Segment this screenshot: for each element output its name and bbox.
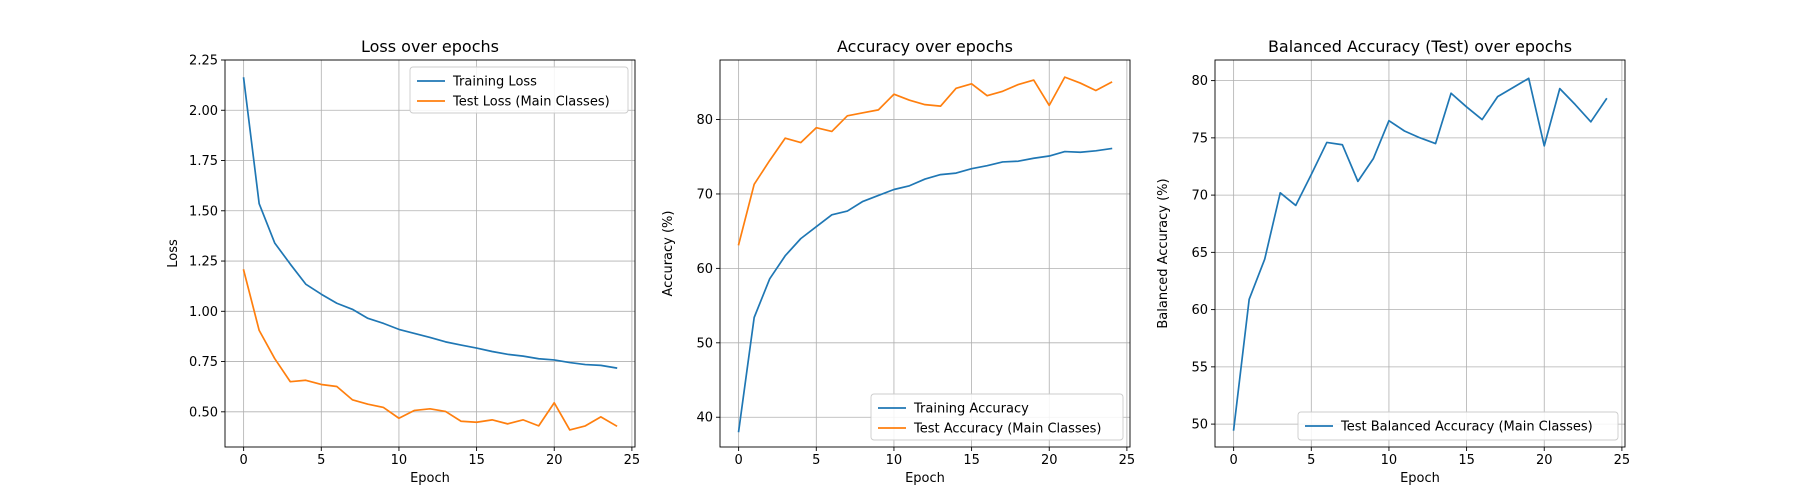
x-tick-label: 10 bbox=[1381, 453, 1398, 468]
chart-title: Loss over epochs bbox=[361, 37, 499, 56]
chart-title: Balanced Accuracy (Test) over epochs bbox=[1268, 37, 1572, 56]
x-tick-label: 20 bbox=[1041, 453, 1058, 468]
y-tick-label: 0.75 bbox=[189, 355, 218, 370]
y-tick-label: 65 bbox=[1191, 246, 1208, 261]
series-line-2 bbox=[242, 269, 618, 431]
y-tick-label: 60 bbox=[1191, 303, 1208, 318]
series-line-2 bbox=[737, 76, 1113, 246]
x-tick-label: 5 bbox=[1307, 453, 1315, 468]
chart-title: Accuracy over epochs bbox=[837, 37, 1013, 56]
x-tick-label: 10 bbox=[886, 453, 903, 468]
y-tick-label: 80 bbox=[696, 113, 713, 128]
y-tick-label: 0.50 bbox=[189, 405, 218, 420]
x-tick-label: 5 bbox=[317, 453, 325, 468]
y-axis-label: Balanced Accuracy (%) bbox=[1156, 178, 1171, 328]
legend-label-1: Test Balanced Accuracy (Main Classes) bbox=[1340, 420, 1593, 435]
chart-panel-1: 0 5 10 15 20 25 0.50 0.75 1.00 1.25 1.50 1.75 2.00 2.… bbox=[166, 37, 640, 486]
x-tick-label: 15 bbox=[963, 453, 980, 468]
y-tick-label: 40 bbox=[696, 411, 713, 426]
x-tick-label: 20 bbox=[1536, 453, 1553, 468]
x-tick-label: 0 bbox=[734, 453, 742, 468]
y-tick-label: 70 bbox=[696, 187, 713, 202]
legend: Training Accuracy Test Accuracy (Main Cla… bbox=[870, 393, 1124, 441]
axes-frame bbox=[1214, 59, 1626, 448]
y-tick-label: 1.25 bbox=[189, 255, 218, 270]
y-tick-label: 1.50 bbox=[189, 204, 218, 219]
legend-label-1: Training Accuracy bbox=[913, 402, 1029, 417]
legend: Training Loss Test Loss (Main Classes) bbox=[409, 66, 629, 114]
series-line-1 bbox=[737, 147, 1113, 433]
axes-frame bbox=[719, 59, 1131, 448]
legend: Test Balanced Accuracy (Main Classes) bbox=[1297, 411, 1619, 441]
y-tick-label: 55 bbox=[1191, 360, 1208, 375]
series-line-1 bbox=[242, 77, 618, 369]
y-tick-label: 1.00 bbox=[189, 305, 218, 320]
y-tick-label: 70 bbox=[1191, 189, 1208, 204]
legend-label-1: Training Loss bbox=[452, 75, 537, 90]
y-axis-label: Accuracy (%) bbox=[661, 211, 676, 297]
x-tick-label: 10 bbox=[391, 453, 408, 468]
y-tick-label: 50 bbox=[696, 336, 713, 351]
chart-panel-2: 0 5 10 15 20 25 40 50 60 70 80 Accuracy over epochs… bbox=[661, 37, 1135, 486]
y-tick-label: 50 bbox=[1191, 418, 1208, 433]
x-tick-label: 25 bbox=[1119, 453, 1136, 468]
axes-frame bbox=[224, 59, 636, 448]
series-line-1 bbox=[1232, 77, 1608, 431]
legend-box bbox=[1297, 411, 1619, 441]
legend-box bbox=[409, 66, 629, 114]
legend-label-2: Test Accuracy (Main Classes) bbox=[913, 422, 1102, 437]
x-axis-label: Epoch bbox=[410, 471, 450, 486]
x-tick-label: 20 bbox=[546, 453, 563, 468]
y-tick-label: 2.25 bbox=[189, 54, 218, 69]
x-axis-label: Epoch bbox=[905, 471, 945, 486]
x-tick-label: 15 bbox=[1458, 453, 1475, 468]
y-tick-label: 2.00 bbox=[189, 104, 218, 119]
y-axis-label: Loss bbox=[166, 239, 181, 268]
y-tick-label: 80 bbox=[1191, 74, 1208, 89]
legend-label-2: Test Loss (Main Classes) bbox=[452, 95, 610, 110]
x-tick-label: 5 bbox=[812, 453, 820, 468]
y-tick-label: 60 bbox=[696, 262, 713, 277]
y-tick-label: 75 bbox=[1191, 131, 1208, 146]
x-tick-label: 0 bbox=[1229, 453, 1237, 468]
x-tick-label: 15 bbox=[468, 453, 485, 468]
x-tick-label: 25 bbox=[624, 453, 641, 468]
chart-panel-3: 0 5 10 15 20 25 50 55 60 65 70 75 80 Balanced Accurac… bbox=[1156, 37, 1630, 486]
y-tick-label: 1.75 bbox=[189, 154, 218, 169]
legend-box bbox=[870, 393, 1124, 441]
x-tick-label: 0 bbox=[239, 453, 247, 468]
x-axis-label: Epoch bbox=[1400, 471, 1440, 486]
x-tick-label: 25 bbox=[1614, 453, 1631, 468]
